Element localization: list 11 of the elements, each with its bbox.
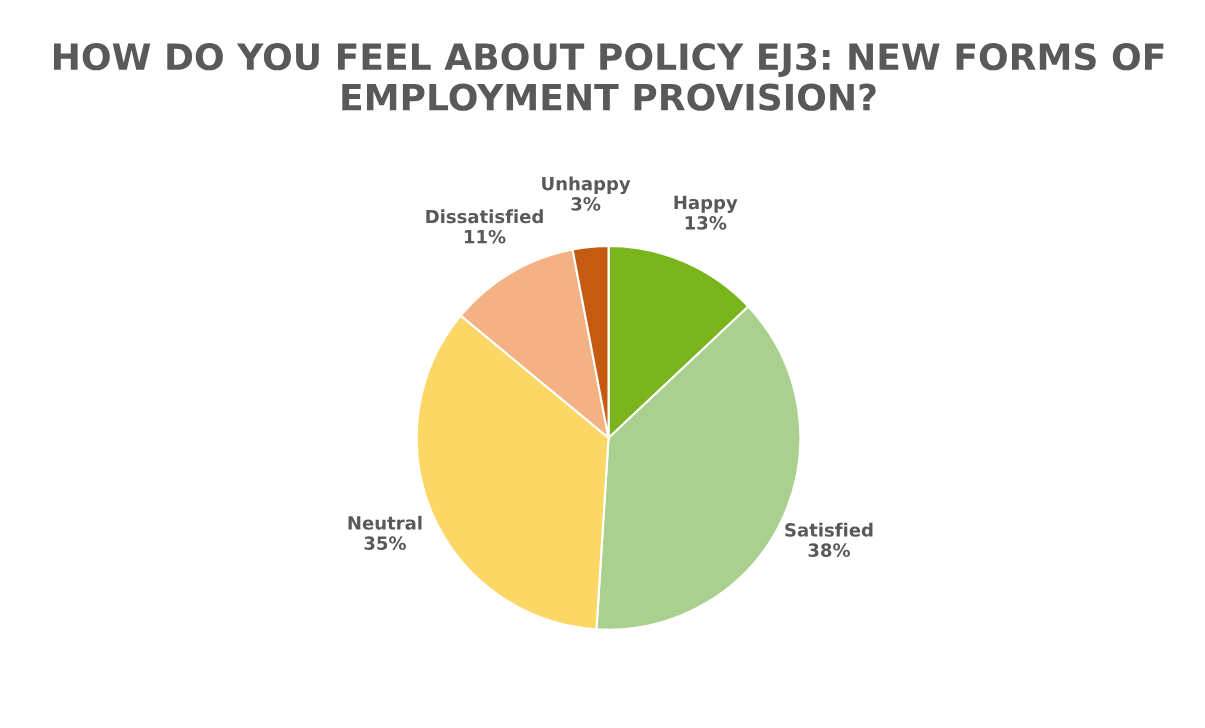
slice-label: Satisfied <box>785 522 873 537</box>
data-label: 11% <box>464 229 506 244</box>
chart-title: HOW DO YOU FEEL ABOUT POLICY EJ3: NEW FORMS OF EMPLOYMENT PROVISION? <box>53 43 1164 111</box>
data-label: 13% <box>685 215 727 230</box>
data-label: 35% <box>364 536 406 550</box>
slice-label: Dissatisfied <box>426 209 543 224</box>
slice-label: Unhappy <box>542 176 631 195</box>
data-label: 38% <box>808 543 850 557</box>
slice-label: Happy <box>674 195 738 213</box>
slice-label: Neutral <box>348 515 422 530</box>
data-label: 3% <box>571 197 601 211</box>
